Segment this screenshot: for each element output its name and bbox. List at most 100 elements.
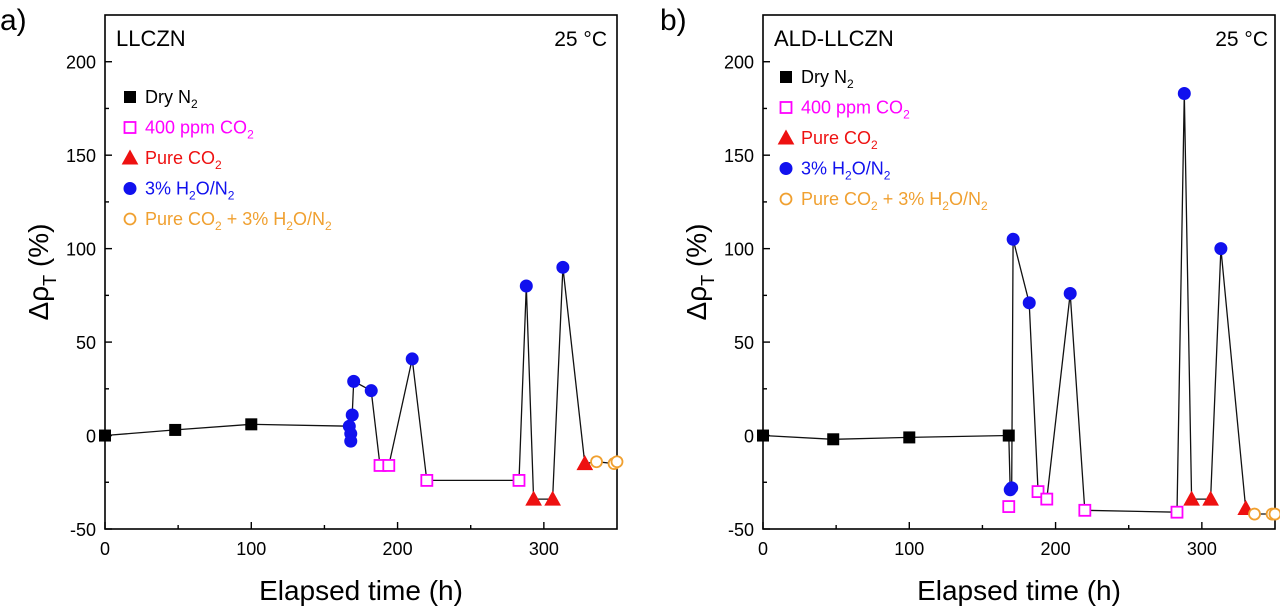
y-tick-label: 200 — [66, 53, 96, 73]
panel-b-frame — [762, 14, 1276, 530]
point-co2-400 — [1170, 505, 1184, 519]
y-tick-label: 150 — [66, 146, 96, 166]
y-tick-label: 100 — [66, 240, 96, 260]
legend-marker-co2-400 — [779, 101, 793, 114]
point-h2o — [345, 408, 359, 422]
series-connecting-line — [762, 93, 1275, 515]
panel-a-temperature-label: 25 °C — [554, 28, 607, 51]
point-h2o — [347, 374, 361, 388]
panel-b-series-line — [762, 93, 1275, 515]
panel-b-ylabel-rho: ρ — [681, 286, 712, 302]
y-tick-label: 0 — [744, 427, 754, 447]
legend-marker-pure-co2-h2o — [123, 212, 137, 226]
legend-marker-pure-co2 — [121, 149, 139, 165]
point-co2-400 — [382, 459, 396, 472]
point-co2-400 — [512, 474, 526, 487]
y-tick-label: -50 — [728, 520, 754, 540]
y-tick-label: 0 — [86, 427, 96, 447]
point-h2o — [1214, 242, 1228, 256]
panel-b-temperature-label: 25 °C — [1215, 28, 1268, 51]
point-dry-n2 — [169, 423, 182, 436]
point-h2o — [556, 260, 570, 274]
x-tick-label: 200 — [383, 539, 413, 559]
legend-label-pure-co2-h2o: Pure CO2 + 3% H2O/N2 — [145, 209, 332, 233]
legend-label-co2-400: 400 ppm CO2 — [801, 98, 910, 122]
point-dry-n2 — [99, 429, 111, 442]
point-co2-400 — [1031, 485, 1045, 499]
panel-b-ylabel-delta: Δ — [681, 302, 712, 321]
point-dry-n2 — [903, 431, 916, 444]
panel-b-label: b) — [660, 4, 687, 37]
point-co2-400 — [1002, 500, 1016, 513]
point-co2-400 — [1040, 492, 1054, 506]
panel-a: a) LLCZN 25 °C 0 100 200 300-50050100150200… — [0, 4, 624, 606]
point-h2o — [1022, 296, 1036, 310]
x-tick-label: 100 — [894, 539, 924, 559]
x-tick-label: 200 — [1041, 539, 1071, 559]
point-h2o — [1006, 232, 1020, 246]
point-h2o — [364, 384, 378, 398]
panel-a-frame — [104, 14, 618, 530]
panel-a-label: a) — [0, 4, 27, 37]
panel-a-x-axis-title: Elapsed time (h) — [259, 575, 463, 606]
panel-a-series-line — [104, 267, 618, 500]
panel-a-legend: Dry N2 400 ppm CO2 Pure CO2 3% H2O/N2 Pure C… — [121, 87, 332, 233]
legend-marker-co2-400 — [123, 121, 137, 134]
panel-b-legend: Dry N2 400 ppm CO2 Pure CO2 3% H2O/N2 Pure C… — [777, 67, 988, 213]
point-dry-n2 — [245, 418, 258, 431]
panel-b-x-axis-title: Elapsed time (h) — [917, 575, 1121, 606]
legend-label-dry-n2: Dry N2 — [145, 87, 198, 111]
y-tick-label: 50 — [76, 333, 96, 353]
legend-label-pure-co2-h2o: Pure CO2 + 3% H2O/N2 — [801, 189, 988, 213]
y-tick-label: -50 — [70, 520, 96, 540]
panel-b: b) ALD-LLCZN 25 °C 0 100 200 300-5005010015… — [660, 4, 1280, 606]
x-tick-label: 300 — [1187, 539, 1217, 559]
legend-marker-h2o — [123, 182, 137, 195]
panel-a-ylabel-rho: ρ — [23, 286, 54, 302]
legend-marker-dry-n2 — [124, 91, 136, 103]
panel-a-markers — [99, 260, 624, 506]
point-pure-co2-h2o — [1268, 507, 1280, 521]
point-h2o — [344, 434, 358, 448]
point-dry-n2 — [1002, 429, 1015, 442]
point-pure-co2 — [544, 490, 561, 506]
x-tick-label: 300 — [529, 539, 559, 559]
y-tick-label: 200 — [724, 53, 754, 73]
y-tick-label: 50 — [734, 333, 754, 353]
point-h2o — [1063, 286, 1077, 300]
point-pure-co2 — [1183, 490, 1200, 506]
legend-label-dry-n2: Dry N2 — [801, 67, 854, 91]
legend-label-co2-400: 400 ppm CO2 — [145, 118, 254, 142]
svg-text:ΔρT (%): ΔρT (%) — [23, 224, 60, 321]
point-pure-co2 — [1202, 490, 1219, 506]
point-h2o — [1177, 87, 1191, 101]
point-pure-co2-h2o — [610, 455, 624, 469]
panel-a-sample-label: LLCZN — [116, 26, 186, 51]
svg-text:ΔρT (%): ΔρT (%) — [681, 224, 718, 321]
point-pure-co2-h2o — [1248, 507, 1261, 521]
y-tick-label: 100 — [724, 240, 754, 260]
point-dry-n2 — [757, 429, 769, 442]
panel-a-ylabel-delta: Δ — [23, 302, 54, 321]
x-tick-label: 0 — [758, 539, 768, 559]
panel-b-markers — [757, 87, 1280, 521]
panel-b-ylabel-unit: (%) — [681, 224, 712, 275]
point-dry-n2 — [827, 433, 840, 446]
x-tick-label: 100 — [236, 539, 266, 559]
panel-a-ylabel-unit: (%) — [23, 224, 54, 275]
legend-label-pure-co2: Pure CO2 — [145, 148, 222, 172]
point-pure-co2 — [576, 455, 594, 471]
panel-a-ylabel-sub: T — [40, 275, 60, 286]
panel-b-sample-label: ALD-LLCZN — [774, 26, 894, 51]
legend-marker-pure-co2-h2o — [779, 192, 793, 206]
panel-b-ylabel-sub: T — [698, 275, 718, 286]
legend-label-h2o: 3% H2O/N2 — [145, 179, 235, 203]
y-tick-label: 150 — [724, 146, 754, 166]
point-h2o — [519, 279, 533, 293]
point-h2o — [405, 352, 419, 366]
point-co2-400 — [1078, 503, 1092, 517]
point-h2o — [1005, 481, 1019, 495]
legend-marker-dry-n2 — [780, 71, 792, 83]
